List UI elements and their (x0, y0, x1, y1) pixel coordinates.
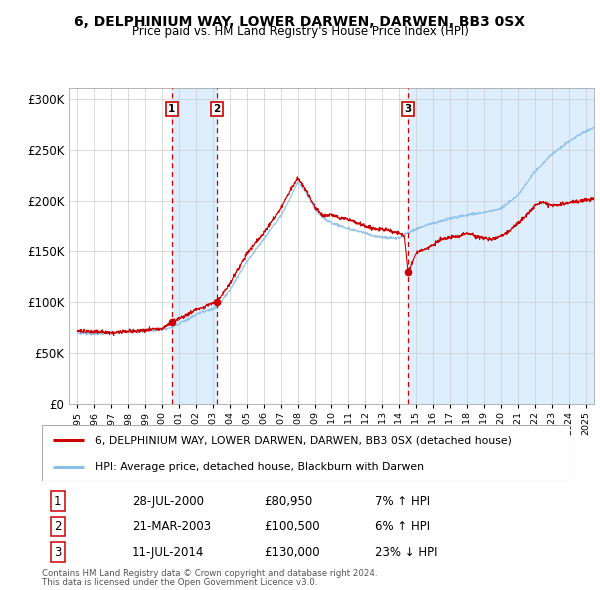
Text: 7% ↑ HPI: 7% ↑ HPI (374, 494, 430, 507)
Text: Price paid vs. HM Land Registry's House Price Index (HPI): Price paid vs. HM Land Registry's House … (131, 25, 469, 38)
Text: £130,000: £130,000 (264, 546, 319, 559)
Text: 2: 2 (213, 104, 220, 114)
Text: 23% ↓ HPI: 23% ↓ HPI (374, 546, 437, 559)
Text: 1: 1 (54, 494, 62, 507)
Text: 28-JUL-2000: 28-JUL-2000 (132, 494, 204, 507)
Text: 1: 1 (168, 104, 175, 114)
Text: This data is licensed under the Open Government Licence v3.0.: This data is licensed under the Open Gov… (42, 578, 317, 587)
Text: 6, DELPHINIUM WAY, LOWER DARWEN, DARWEN, BB3 0SX (detached house): 6, DELPHINIUM WAY, LOWER DARWEN, DARWEN,… (95, 435, 512, 445)
Text: HPI: Average price, detached house, Blackburn with Darwen: HPI: Average price, detached house, Blac… (95, 462, 424, 472)
Bar (408, 88, 594, 404)
Text: £80,950: £80,950 (264, 494, 312, 507)
Text: Contains HM Land Registry data © Crown copyright and database right 2024.: Contains HM Land Registry data © Crown c… (42, 569, 377, 578)
Text: 11-JUL-2014: 11-JUL-2014 (132, 546, 204, 559)
Text: 6% ↑ HPI: 6% ↑ HPI (374, 520, 430, 533)
FancyBboxPatch shape (42, 425, 570, 481)
Text: 6, DELPHINIUM WAY, LOWER DARWEN, DARWEN, BB3 0SX: 6, DELPHINIUM WAY, LOWER DARWEN, DARWEN,… (74, 15, 526, 29)
Text: £100,500: £100,500 (264, 520, 319, 533)
Bar (172, 88, 217, 404)
Text: 21-MAR-2003: 21-MAR-2003 (132, 520, 211, 533)
Text: 3: 3 (404, 104, 412, 114)
Text: 3: 3 (54, 546, 62, 559)
Text: 2: 2 (54, 520, 62, 533)
